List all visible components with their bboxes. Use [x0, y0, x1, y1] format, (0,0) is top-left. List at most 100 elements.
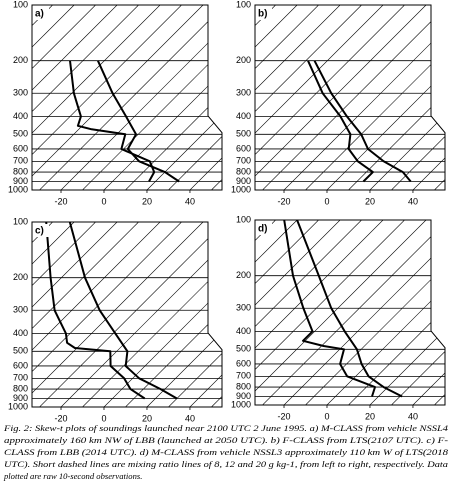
label-backing: [33, 224, 49, 237]
y-tick-label: 400: [236, 111, 251, 121]
isotherm: [69, 5, 254, 190]
y-tick-label: 700: [13, 373, 28, 383]
isotherm: [39, 222, 222, 407]
isotherm: [26, 5, 211, 190]
isotherm: [82, 5, 222, 190]
y-tick-label: 100: [236, 0, 251, 9]
isotherm: [32, 222, 182, 407]
sounding-trace: [45, 222, 146, 400]
y-tick-label: 100: [13, 0, 28, 9]
isotherm: [348, 5, 445, 190]
sounding-trace: [96, 60, 180, 183]
panel-frame: [254, 219, 446, 406]
caption-line: approximately 160 km NW of LBB (launched…: [4, 435, 448, 445]
x-tick-label: 20: [142, 196, 152, 206]
isotherm: [32, 5, 139, 190]
isotherm: [283, 5, 445, 190]
y-tick-label: 300: [236, 88, 251, 98]
isotherm: [82, 222, 222, 407]
x-tick-label: 40: [185, 413, 195, 423]
isotherm: [434, 5, 445, 190]
isotherm: [255, 5, 405, 190]
y-tick-label: 400: [236, 326, 251, 336]
x-tick-label: 0: [324, 196, 329, 206]
x-tick-label: 40: [408, 411, 418, 421]
y-tick-label: 1000: [8, 401, 28, 411]
isotherm: [412, 5, 445, 190]
isotherm: [103, 5, 222, 190]
x-tick-label: 20: [365, 411, 375, 421]
isotherm: [326, 5, 445, 190]
x-tick-label: 0: [324, 411, 329, 421]
plot-area: [26, 220, 445, 405]
y-tick-label: 600: [236, 358, 251, 368]
label-backing: [256, 7, 272, 20]
panel-label: c): [35, 226, 44, 237]
panel-label: a): [35, 9, 44, 20]
y-tick-label: 800: [13, 383, 28, 393]
isotherm: [32, 5, 75, 190]
isotherm: [305, 5, 445, 190]
isotherm: [32, 222, 204, 407]
x-tick-label: 20: [142, 413, 152, 423]
plot-area: [0, 5, 222, 190]
y-tick-label: 700: [13, 156, 28, 166]
x-tick-label: 40: [408, 196, 418, 206]
y-tick-label: 1000: [231, 184, 251, 194]
y-tick-label: 500: [13, 346, 28, 356]
isotherm: [255, 220, 319, 405]
x-tick-label: -20: [278, 196, 291, 206]
y-tick-label: 500: [236, 129, 251, 139]
isotherm: [0, 5, 10, 190]
y-tick-label: 100: [13, 216, 28, 226]
sounding-trace: [313, 60, 412, 183]
y-tick-label: 600: [236, 143, 251, 153]
panel-frame: [31, 4, 223, 191]
y-tick-label: 600: [13, 360, 28, 370]
label-backing: [33, 7, 49, 20]
isotherm: [233, 222, 418, 407]
x-tick-label: -20: [278, 411, 291, 421]
isotherm: [305, 220, 445, 405]
y-tick-label: 200: [13, 55, 28, 65]
isotherm: [0, 222, 10, 407]
y-tick-label: 800: [13, 166, 28, 176]
y-tick-label: 500: [13, 129, 28, 139]
isotherm: [32, 5, 96, 190]
isotherm: [255, 5, 319, 190]
y-tick-label: 700: [236, 371, 251, 381]
isotherm: [48, 220, 233, 405]
y-tick-label: 1000: [231, 399, 251, 409]
isotherm: [168, 222, 222, 407]
y-tick-label: 500: [236, 344, 251, 354]
isotherm: [326, 220, 445, 405]
isotherm: [39, 5, 222, 190]
y-tick-label: 200: [236, 270, 251, 280]
panel-label: d): [258, 224, 267, 235]
sounding-trace: [69, 60, 156, 182]
isotherm: [369, 220, 445, 405]
y-tick-label: 800: [236, 166, 251, 176]
x-tick-label: 0: [101, 196, 106, 206]
isotherm: [26, 220, 211, 405]
isotherm: [32, 222, 118, 407]
sounding-trace: [307, 60, 374, 183]
y-tick-label: 300: [13, 305, 28, 315]
plot-area: [0, 222, 418, 407]
y-tick-label: 600: [13, 143, 28, 153]
y-tick-label: 400: [13, 328, 28, 338]
isotherm: [189, 5, 222, 190]
x-tick-label: 0: [101, 413, 106, 423]
isotherm: [32, 222, 96, 407]
caption-line: Fig. 2: Skew-t plots of soundings launch…: [3, 423, 449, 433]
isotherm: [255, 220, 405, 405]
y-tick-label: 800: [236, 381, 251, 391]
isotherm: [255, 5, 362, 190]
isotherm: [255, 220, 384, 405]
y-tick-label: 400: [13, 111, 28, 121]
isotherm: [255, 220, 298, 405]
